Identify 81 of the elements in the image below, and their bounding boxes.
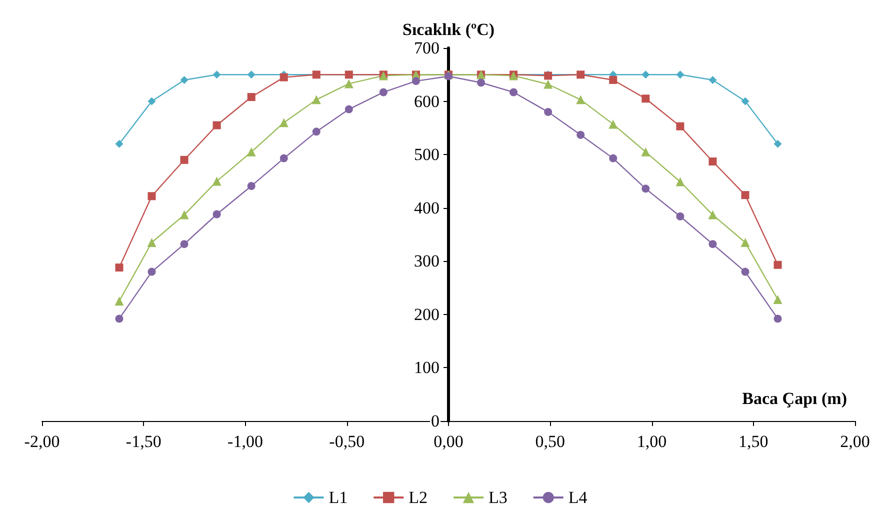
point <box>114 296 124 306</box>
point <box>708 76 717 84</box>
point <box>115 264 124 272</box>
point <box>641 147 650 156</box>
legend-label: L3 <box>488 488 508 507</box>
point <box>773 295 782 304</box>
legend-label: L2 <box>408 488 428 507</box>
x-tick-label: 1,00 <box>636 432 667 451</box>
point <box>279 118 288 128</box>
point <box>247 70 256 79</box>
x-tick-label: 0,00 <box>434 432 464 451</box>
point <box>180 156 188 164</box>
point <box>708 158 717 166</box>
point <box>212 70 221 79</box>
x-tick-label: 2,00 <box>840 432 870 451</box>
point <box>608 120 618 129</box>
point <box>642 70 650 79</box>
point <box>477 78 486 87</box>
point <box>148 97 156 106</box>
point <box>708 240 717 248</box>
point <box>576 95 586 104</box>
point <box>344 105 353 114</box>
point <box>212 121 221 130</box>
point <box>676 122 684 130</box>
y-tick-label: 100 <box>414 358 440 378</box>
point <box>344 79 354 88</box>
point <box>148 268 156 276</box>
point <box>212 210 221 218</box>
point <box>676 70 684 79</box>
x-tick-label: 1,50 <box>738 432 768 451</box>
point <box>642 94 650 103</box>
point <box>774 260 782 269</box>
point <box>510 88 518 96</box>
point <box>280 73 288 82</box>
y-tick-label: 300 <box>414 252 440 271</box>
legend-label: L4 <box>568 488 588 507</box>
x-tick-label: -2,00 <box>24 432 60 451</box>
point <box>544 80 553 89</box>
point <box>609 154 618 162</box>
point <box>379 88 388 96</box>
point <box>247 93 256 102</box>
x-axis-title: Baca Çapı (m) <box>742 389 847 408</box>
point <box>280 154 288 162</box>
y-tick-label: 200 <box>414 304 440 324</box>
point <box>412 77 420 86</box>
point <box>115 314 124 323</box>
point <box>741 97 750 106</box>
point <box>576 130 585 139</box>
point <box>312 95 321 104</box>
point <box>708 210 718 220</box>
point <box>676 177 685 186</box>
x-tick-label: -0,50 <box>329 432 365 451</box>
x-tick-label: -1,50 <box>126 432 162 451</box>
point <box>246 147 256 156</box>
point <box>180 210 189 220</box>
point <box>247 182 256 190</box>
point <box>609 76 618 84</box>
legend-label: L1 <box>328 488 348 507</box>
x-tick-label: 0,50 <box>535 432 565 451</box>
point <box>544 108 552 116</box>
point <box>115 140 124 148</box>
y-tick-label: 700 <box>414 38 440 58</box>
point <box>147 238 156 247</box>
point <box>642 184 650 193</box>
point <box>740 238 750 247</box>
point <box>741 268 750 276</box>
point <box>774 140 782 148</box>
point <box>676 212 684 220</box>
point <box>148 192 156 200</box>
y-tick-label: 400 <box>414 198 440 218</box>
point <box>180 240 188 248</box>
y-tick-label: 600 <box>414 92 440 111</box>
y-tick-label: 0 <box>431 412 440 430</box>
y-tick-label: 500 <box>414 145 440 164</box>
x-tick-label: -1,00 <box>228 432 263 451</box>
point <box>741 191 750 200</box>
y-axis-title: Sıcaklık (ºC) <box>402 20 495 39</box>
point <box>774 314 782 323</box>
point <box>212 176 222 186</box>
point <box>312 128 320 136</box>
point <box>180 76 188 84</box>
